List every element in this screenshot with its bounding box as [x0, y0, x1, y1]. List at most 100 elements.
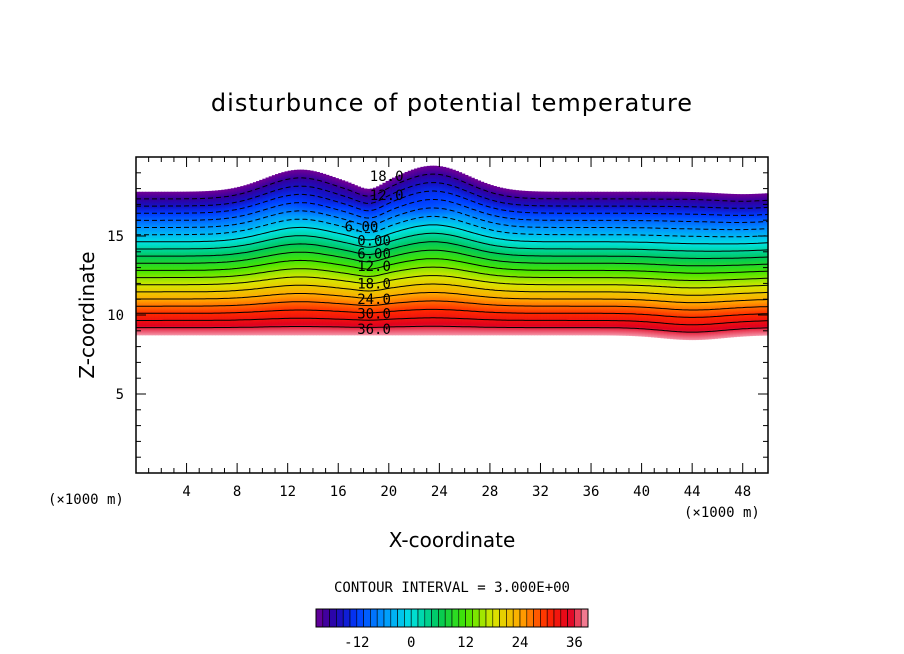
field-cell — [145, 325, 150, 328]
field-cell — [139, 218, 143, 221]
field-cell — [177, 274, 181, 277]
field-cell — [154, 231, 159, 234]
field-cell — [142, 310, 147, 313]
field-cell — [154, 289, 159, 291]
field-cell — [145, 297, 150, 299]
field-cell — [139, 261, 143, 263]
field-cell — [180, 207, 184, 210]
field-cell — [158, 242, 162, 245]
field-cell — [167, 277, 172, 280]
field-cell — [161, 280, 166, 282]
field-cell — [173, 302, 178, 305]
field-cell — [177, 323, 181, 325]
field-cell — [177, 293, 181, 296]
field-cell — [145, 324, 150, 326]
field-cell — [173, 294, 178, 297]
field-cell — [136, 243, 140, 246]
field-cell — [173, 237, 178, 239]
field-cell — [170, 196, 175, 198]
field-cell — [167, 325, 172, 328]
field-cell — [161, 327, 166, 330]
field-cell — [142, 198, 147, 201]
field-cell — [148, 232, 153, 235]
field-cell — [173, 268, 178, 271]
field-cell — [167, 314, 172, 316]
field-cell — [180, 281, 184, 284]
field-cell — [170, 330, 175, 332]
field-cell — [167, 198, 172, 201]
field-cell — [164, 231, 169, 233]
field-cell — [167, 230, 172, 232]
field-cell — [148, 208, 153, 211]
field-cell — [173, 218, 178, 221]
field-cell — [142, 299, 147, 301]
field-cell — [170, 322, 175, 324]
field-cell — [173, 238, 178, 240]
field-cell — [148, 270, 153, 272]
field-cell — [148, 264, 153, 266]
field-cell — [180, 266, 184, 269]
field-cell — [154, 265, 159, 267]
field-cell — [173, 303, 178, 305]
field-cell — [180, 225, 184, 228]
field-cell — [145, 285, 150, 288]
field-cell — [173, 235, 178, 238]
field-cell — [161, 289, 166, 291]
field-cell — [164, 330, 169, 332]
field-cell — [145, 332, 150, 335]
field-cell — [183, 304, 188, 306]
field-cell — [136, 278, 140, 280]
field-cell — [158, 285, 162, 288]
field-cell — [158, 227, 162, 229]
field-cell — [164, 204, 169, 206]
field-cell — [177, 280, 181, 282]
field-cell — [164, 306, 169, 308]
field-cell — [177, 236, 181, 238]
field-cell — [136, 207, 140, 210]
field-cell — [148, 246, 153, 248]
field-cell — [145, 220, 150, 222]
field-cell — [177, 297, 181, 299]
field-cell — [145, 231, 150, 234]
field-cell — [158, 191, 162, 194]
field-cell — [139, 316, 143, 319]
field-cell — [148, 277, 153, 280]
field-cell — [154, 267, 159, 270]
field-cell — [136, 290, 140, 292]
field-cell — [180, 227, 184, 229]
field-cell — [164, 207, 169, 210]
field-cell — [142, 216, 147, 219]
field-cell — [151, 230, 156, 232]
field-cell — [167, 286, 172, 288]
field-cell — [164, 230, 169, 232]
field-cell — [139, 193, 143, 196]
field-cell — [145, 310, 150, 313]
field-cell — [136, 282, 140, 284]
field-cell — [145, 293, 150, 296]
field-cell — [136, 327, 140, 330]
field-cell — [139, 221, 143, 223]
field-cell — [177, 207, 181, 210]
field-cell — [145, 300, 150, 303]
field-cell — [148, 329, 153, 331]
field-cell — [164, 222, 169, 224]
field-cell — [139, 324, 143, 327]
field-cell — [136, 234, 140, 237]
field-cell — [139, 238, 143, 240]
field-cell — [148, 203, 153, 205]
field-cell — [148, 265, 153, 267]
field-cell — [173, 307, 178, 309]
field-cell — [139, 224, 143, 227]
field-cell — [139, 230, 143, 232]
field-cell — [183, 303, 188, 305]
field-cell — [161, 240, 166, 242]
field-cell — [136, 331, 140, 333]
field-cell — [164, 288, 169, 290]
field-cell — [173, 231, 178, 233]
field-cell — [145, 254, 150, 256]
field-cell — [151, 194, 156, 196]
field-cell — [170, 260, 175, 263]
field-cell — [167, 218, 172, 221]
field-cell — [173, 217, 178, 220]
field-cell — [167, 234, 172, 237]
